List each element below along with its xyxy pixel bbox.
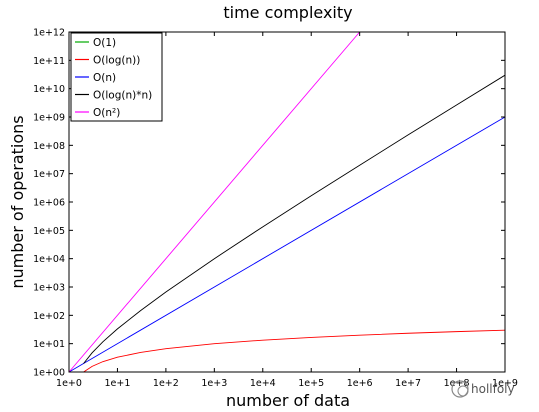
legend: O(1) O(log(n)) O(n) O(log(n)*n) O(n²) xyxy=(70,32,163,122)
legend-label-2: O(n) xyxy=(93,72,116,84)
watermark: hollfoly xyxy=(451,380,515,398)
y-tick-label: 1e+11 xyxy=(33,56,65,67)
y-tick-label: 1e+00 xyxy=(33,368,65,379)
tick-layer: 1e+0 1e+1 1e+2 1e+3 1e+4 1e+5 1e+6 1e+7 1e+8 1e+9… xyxy=(33,28,518,390)
legend-label-0: O(1) xyxy=(93,37,116,49)
y-tick-label: 1e+06 xyxy=(33,198,65,209)
watermark-logo-dot-icon xyxy=(457,385,469,397)
x-tick-label: 1e+4 xyxy=(250,378,276,389)
series-line-4 xyxy=(68,31,361,373)
watermark-text: hollfoly xyxy=(471,382,515,396)
y-tick-label: 1e+07 xyxy=(33,169,65,180)
legend-items: O(1) O(log(n)) O(n) O(log(n)*n) O(n²) xyxy=(75,37,152,119)
x-axis-title: number of data xyxy=(226,391,350,410)
series-line-3 xyxy=(83,74,506,364)
x-tick-label: 1e+2 xyxy=(153,378,179,389)
legend-label-3: O(log(n)*n) xyxy=(93,90,152,102)
series-line-2 xyxy=(68,116,506,373)
legend-label-1: O(log(n)) xyxy=(93,55,140,67)
y-tick-label: 1e+05 xyxy=(33,226,65,237)
series-line-1 xyxy=(83,329,506,373)
y-tick-label: 1e+04 xyxy=(33,254,65,265)
x-tick-label: 1e+8 xyxy=(444,378,470,389)
y-tick-label: 1e+02 xyxy=(33,311,65,322)
y-tick-label: 1e+03 xyxy=(33,283,65,294)
x-tick-label: 1e+7 xyxy=(395,378,421,389)
y-axis-title: number of operations xyxy=(8,115,27,288)
y-tick-label: 1e+08 xyxy=(33,141,65,152)
x-tick-label: 1e+0 xyxy=(56,378,82,389)
y-tick-label: 1e+12 xyxy=(33,28,65,39)
y-tick-label: 1e+09 xyxy=(33,113,65,124)
x-tick-label: 1e+5 xyxy=(298,378,324,389)
chart-title: time complexity xyxy=(223,3,352,22)
x-tick-label: 1e+9 xyxy=(492,378,518,389)
x-tick-label: 1e+3 xyxy=(201,378,227,389)
y-tick-label: 1e+01 xyxy=(33,339,65,350)
x-tick-label: 1e+1 xyxy=(104,378,130,389)
legend-label-4: O(n²) xyxy=(93,107,120,119)
y-tick-label: 1e+10 xyxy=(33,84,65,95)
x-tick-label: 1e+6 xyxy=(347,378,373,389)
